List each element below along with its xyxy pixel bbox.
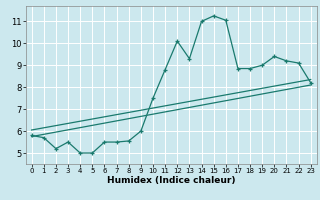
- X-axis label: Humidex (Indice chaleur): Humidex (Indice chaleur): [107, 176, 236, 185]
